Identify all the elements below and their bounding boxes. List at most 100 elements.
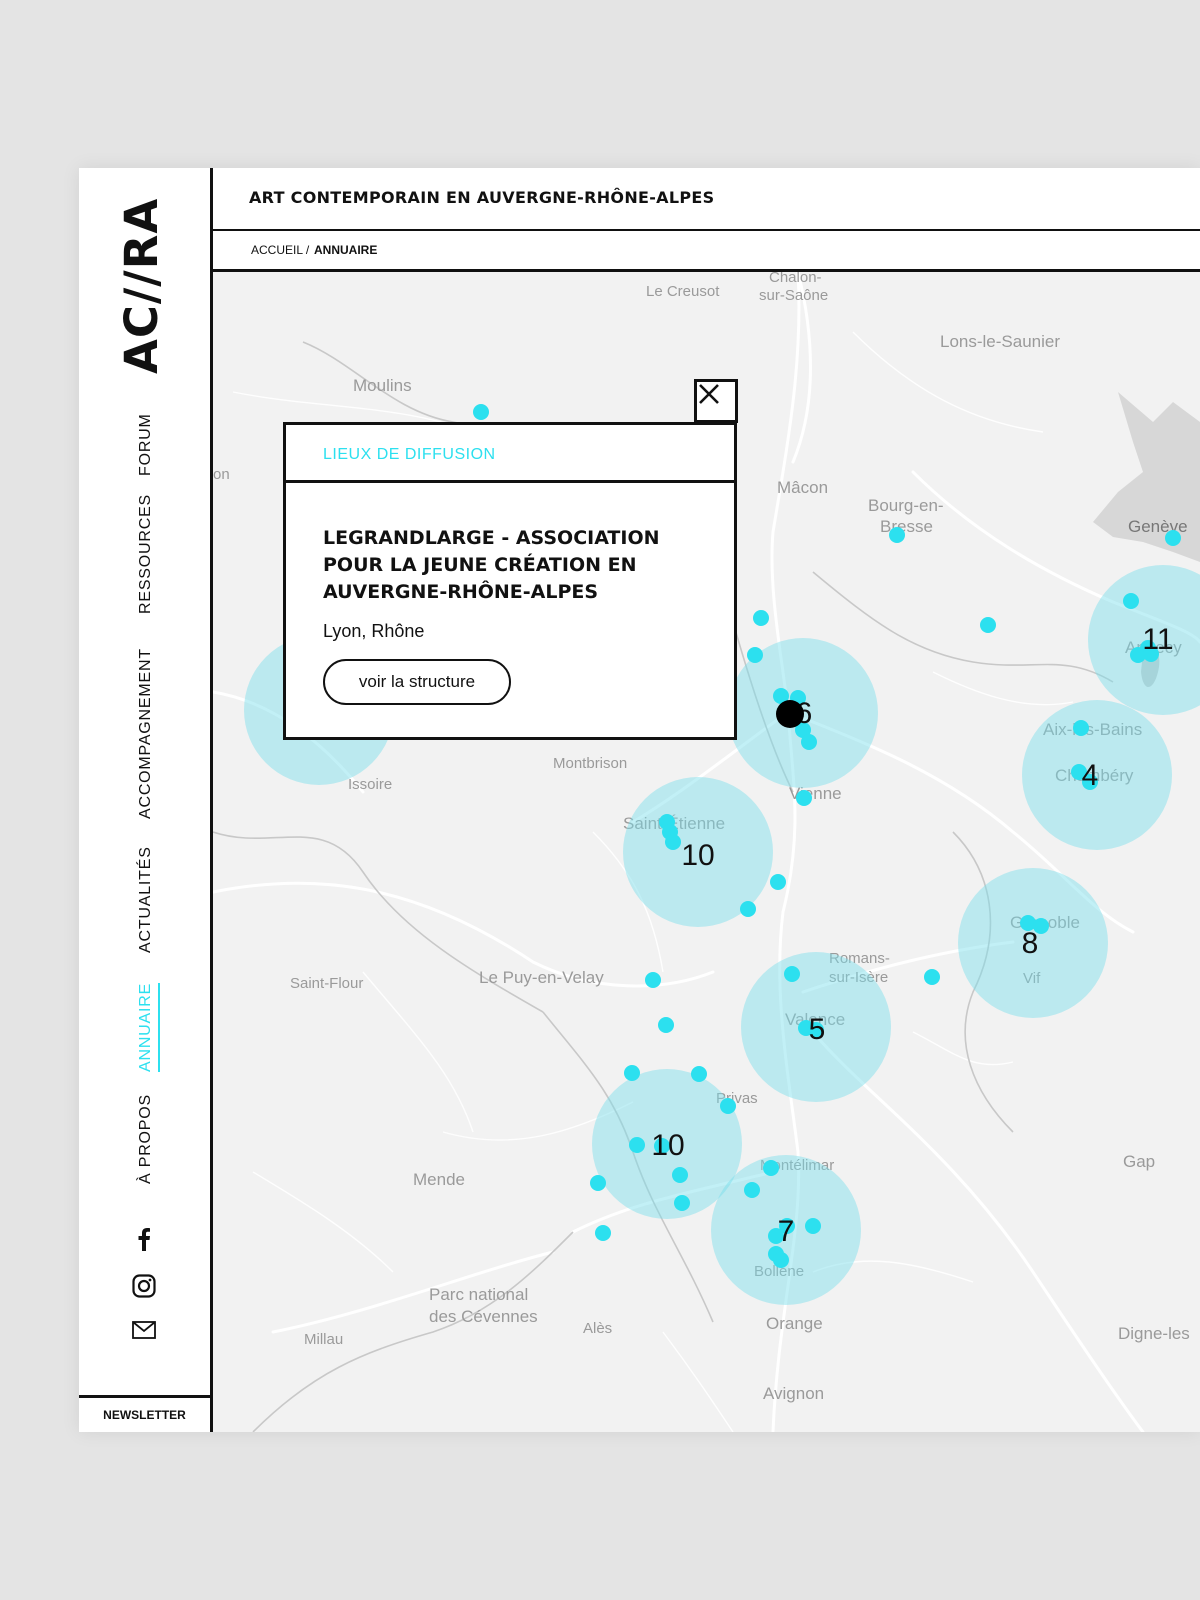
cluster-count-privas: 10 <box>651 1129 685 1162</box>
marker[interactable] <box>674 1195 690 1211</box>
cluster-chambery[interactable] <box>1022 700 1172 850</box>
marker[interactable] <box>1143 646 1159 662</box>
map-label-le-puy: Le Puy-en-Velay <box>479 968 604 987</box>
map[interactable]: Chalon- sur-Saône Le Creusot Lons-le-Sau… <box>213 272 1200 1432</box>
breadcrumb: ACCUEIL / ANNUAIRE <box>213 231 1200 272</box>
map-label-left-edge: on <box>213 466 230 483</box>
close-icon <box>699 384 719 404</box>
marker[interactable] <box>665 834 681 850</box>
cluster-count-saint-etienne: 10 <box>681 839 715 872</box>
cluster-count-annecy: 11 <box>1142 623 1174 656</box>
marker[interactable] <box>773 1252 789 1268</box>
marker[interactable] <box>889 527 905 543</box>
sidebar: AC//RA FORUM RESSOURCES ACCOMPAGNEMENT A… <box>79 168 213 1432</box>
nav-label-accompagnement[interactable]: ACCOMPAGNEMENT <box>137 648 154 819</box>
marker[interactable] <box>629 1137 645 1153</box>
marker[interactable] <box>720 1098 736 1114</box>
map-label-chalon-2: sur-Saône <box>759 287 829 304</box>
map-label-ales: Alès <box>583 1320 613 1337</box>
marker[interactable] <box>747 647 763 663</box>
popup-close-button[interactable] <box>694 379 738 423</box>
main-content: ART CONTEMPORAIN EN AUVERGNE-RHÔNE-ALPES… <box>213 168 1200 1432</box>
marker[interactable] <box>805 1218 821 1234</box>
cluster-count-bollene: 7 <box>777 1215 795 1248</box>
map-label-avignon: Avignon <box>763 1384 825 1403</box>
marker[interactable] <box>654 1138 670 1154</box>
top-header: ART CONTEMPORAIN EN AUVERGNE-RHÔNE-ALPES <box>213 168 1200 231</box>
facebook-icon[interactable] <box>132 1227 156 1251</box>
structure-popup: LIEUX DE DIFFUSION LEGRANDLARGE - ASSOCI… <box>283 422 737 740</box>
map-label-romans: Romans- <box>829 950 890 967</box>
app-window: AC//RA FORUM RESSOURCES ACCOMPAGNEMENT A… <box>79 168 1200 1432</box>
map-label-bourg-2: Bresse <box>880 517 933 536</box>
cluster-count-chambery: 4 <box>1081 759 1099 792</box>
breadcrumb-home[interactable]: ACCUEIL / <box>251 243 310 257</box>
marker[interactable] <box>763 1160 779 1176</box>
marker-selected[interactable] <box>776 700 804 728</box>
marker[interactable] <box>808 1022 824 1038</box>
marker[interactable] <box>473 404 489 420</box>
marker[interactable] <box>1020 915 1036 931</box>
marker[interactable] <box>770 874 786 890</box>
marker[interactable] <box>768 1228 784 1244</box>
cluster-grenoble[interactable] <box>958 868 1108 1018</box>
map-label-vif: Vif <box>1023 970 1041 987</box>
map-label-bollene: Bollène <box>754 1263 805 1280</box>
map-label-aix: Aix-les-Bains <box>1043 720 1143 739</box>
view-structure-button[interactable]: voir la structure <box>323 659 511 705</box>
cluster-count-valence: 5 <box>808 1013 826 1046</box>
marker[interactable] <box>1082 774 1098 790</box>
marker[interactable] <box>740 901 756 917</box>
marker[interactable] <box>672 1167 688 1183</box>
marker[interactable] <box>924 969 940 985</box>
marker[interactable] <box>645 972 661 988</box>
map-label-millau: Millau <box>304 1331 344 1348</box>
map-label-romans-2: sur-Isère <box>829 969 889 986</box>
nav-label-forum[interactable]: FORUM <box>137 413 154 476</box>
marker[interactable] <box>1033 918 1049 934</box>
marker[interactable] <box>624 1065 640 1081</box>
map-label-chalon: Chalon- <box>769 272 822 286</box>
map-label-issoire: Issoire <box>348 776 393 793</box>
nav-label-actualites[interactable]: ACTUALITÉS <box>137 846 154 953</box>
marker[interactable] <box>980 617 996 633</box>
nav-label-a-propos[interactable]: À PROPOS <box>137 1094 154 1184</box>
marker[interactable] <box>744 1182 760 1198</box>
nav-label-annuaire[interactable]: ANNUAIRE <box>137 982 160 1072</box>
marker[interactable] <box>796 790 812 806</box>
popup-category: LIEUX DE DIFFUSION <box>323 446 496 463</box>
map-label-bourg: Bourg-en- <box>868 496 944 515</box>
newsletter-button[interactable]: NEWSLETTER <box>79 1395 210 1432</box>
marker[interactable] <box>1123 593 1139 609</box>
site-title[interactable]: ART CONTEMPORAIN EN AUVERGNE-RHÔNE-ALPES <box>249 188 715 207</box>
map-label-mende: Mende <box>413 1170 465 1189</box>
popup-title: LEGRANDLARGE - ASSOCIATION POUR LA JEUNE… <box>323 527 660 603</box>
map-label-lons: Lons-le-Saunier <box>940 332 1061 351</box>
marker[interactable] <box>691 1066 707 1082</box>
marker[interactable] <box>590 1175 606 1191</box>
map-label-moulins: Moulins <box>353 376 412 395</box>
popup-category-bar: LIEUX DE DIFFUSION <box>286 425 734 483</box>
map-label-montbrison: Montbrison <box>553 755 628 772</box>
map-label-gap: Gap <box>1123 1152 1156 1171</box>
map-label-digne: Digne-les <box>1118 1324 1190 1343</box>
map-label-macon: Mâcon <box>777 478 829 497</box>
logo-text: AC//RA <box>115 197 168 374</box>
map-label-cevennes: Parc national <box>429 1285 529 1304</box>
marker[interactable] <box>1073 720 1089 736</box>
marker[interactable] <box>595 1225 611 1241</box>
marker[interactable] <box>753 610 769 626</box>
map-label-creusot: Le Creusot <box>646 283 720 300</box>
marker[interactable] <box>779 1218 795 1234</box>
marker[interactable] <box>658 1017 674 1033</box>
map-label-saint-flour: Saint-Flour <box>290 975 364 992</box>
marker[interactable] <box>801 734 817 750</box>
map-label-cevennes-2: des Cévennes <box>429 1307 538 1326</box>
marker[interactable] <box>784 966 800 982</box>
instagram-icon[interactable] <box>132 1274 156 1298</box>
map-label-orange: Orange <box>766 1314 823 1333</box>
nav-label-ressources[interactable]: RESSOURCES <box>137 493 154 614</box>
mail-icon[interactable] <box>132 1318 156 1342</box>
popup-location: Lyon, Rhône <box>323 621 425 641</box>
marker[interactable] <box>1165 530 1181 546</box>
